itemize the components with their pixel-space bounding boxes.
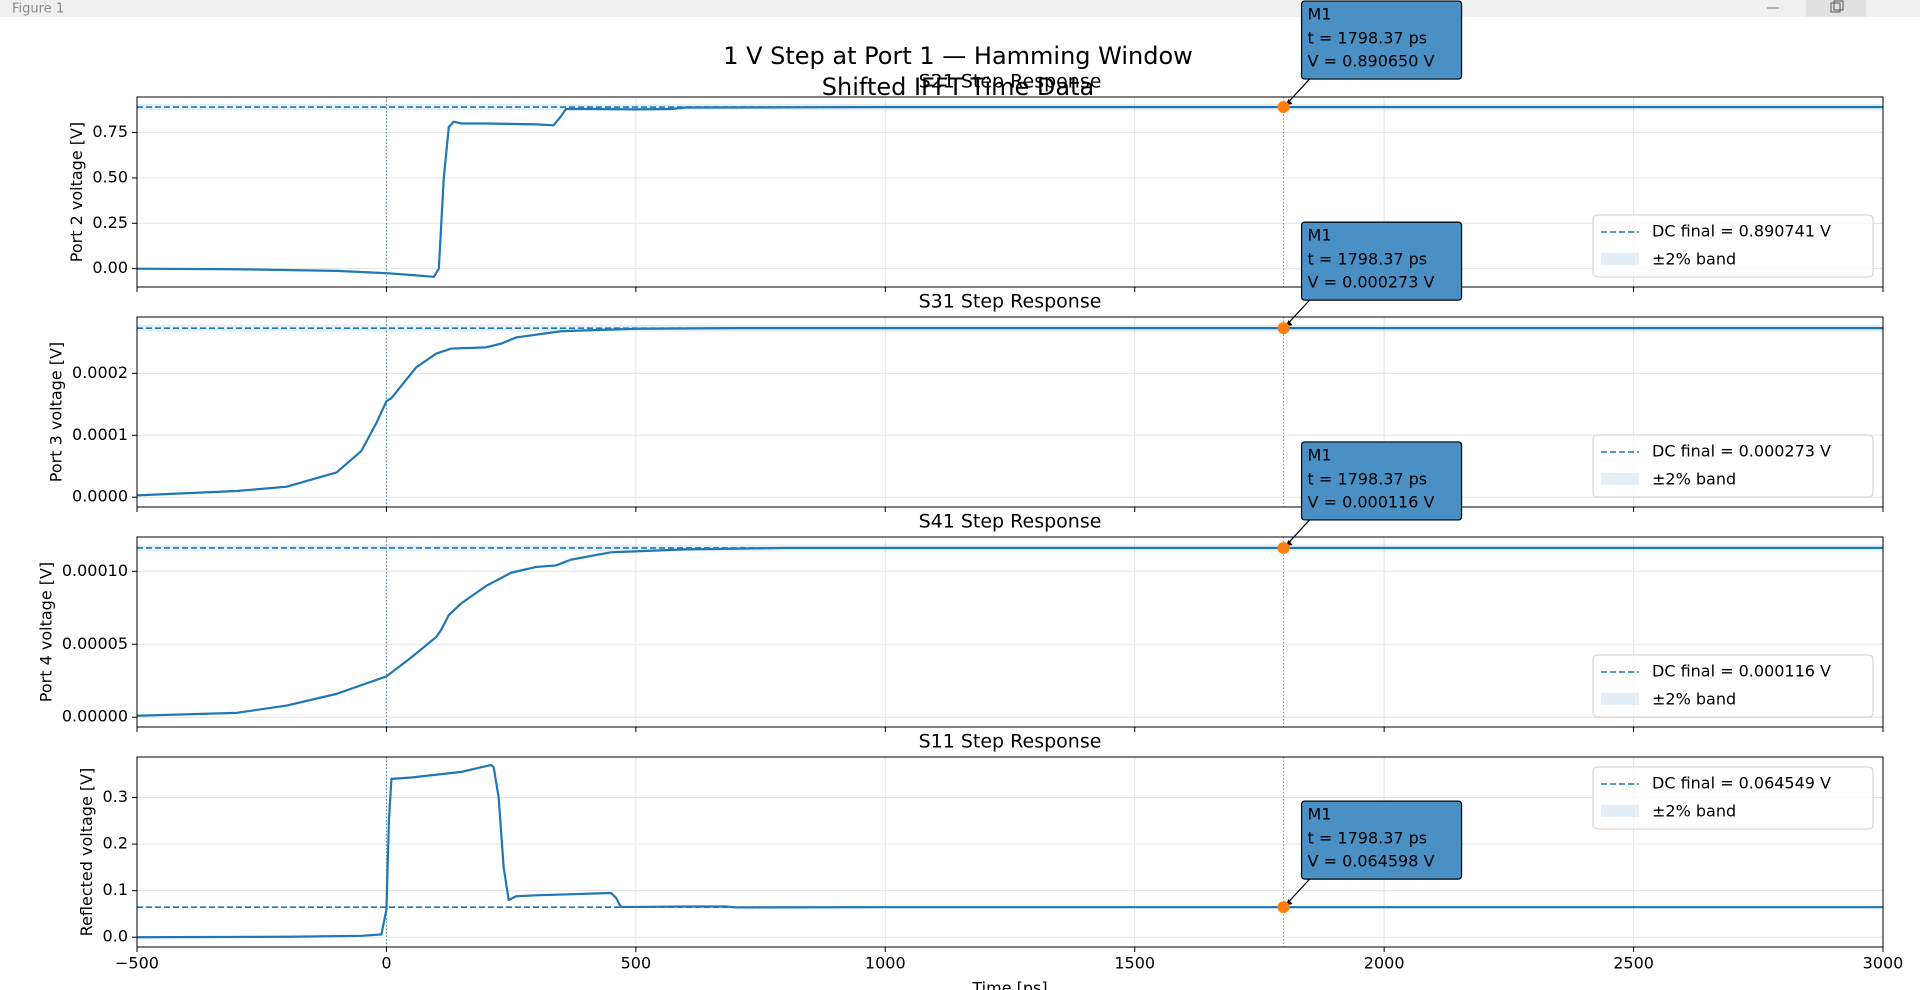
annotation-text: t = 1798.37 ps	[1308, 469, 1428, 488]
annotation-box	[1300, 441, 1463, 521]
annotation-arrow	[1286, 878, 1310, 905]
axes-title: S31 Step Response	[919, 291, 1102, 313]
axes-title: S21 Step Response	[919, 71, 1102, 93]
x-tick-label: −500	[115, 954, 159, 973]
annotation-text: M1	[1308, 445, 1332, 464]
axes-frame	[136, 96, 1884, 288]
y-tick-label: 0.1	[103, 880, 128, 899]
y-tick-label: 0.0	[103, 927, 128, 946]
annotation-text: t = 1798.37 ps	[1308, 829, 1428, 848]
legend-swatch	[1601, 253, 1639, 265]
plot-area	[137, 317, 1883, 507]
annotation-text: t = 1798.37 ps	[1308, 29, 1428, 48]
annotation-text: V = 0.000116 V	[1308, 492, 1435, 511]
axes-frame	[136, 536, 1884, 728]
x-tick-label: 0	[381, 954, 391, 973]
y-axis-label: Port 2 voltage [V]	[67, 122, 86, 262]
annotation-box	[1300, 221, 1463, 301]
x-tick-label: 2500	[1613, 954, 1654, 973]
y-tick-label: 0.00	[92, 258, 128, 277]
step-response-line	[137, 763, 1883, 939]
plot-area	[137, 757, 1883, 947]
window-title: Figure 1	[12, 2, 64, 17]
legend-label: ±2% band	[1652, 690, 1736, 709]
annotation-text: V = 0.000273 V	[1308, 273, 1435, 292]
x-axis-label: Time [ps]	[971, 979, 1047, 990]
y-tick-label: 0.75	[92, 122, 128, 141]
marker-point	[1277, 322, 1290, 335]
plot-area	[137, 97, 1883, 287]
axes-frame	[136, 756, 1884, 948]
figure-title: 1 V Step at Port 1 — Hamming Window	[723, 42, 1193, 70]
legend-label: DC final = 0.064549 V	[1652, 774, 1831, 793]
step-response-line	[137, 546, 1883, 717]
y-tick-label: 0.00005	[62, 634, 128, 653]
annotation-text: t = 1798.37 ps	[1308, 250, 1428, 269]
legend-label: ±2% band	[1652, 470, 1736, 489]
annotation-text: M1	[1308, 805, 1332, 824]
legend-label: DC final = 0.890741 V	[1652, 222, 1831, 241]
annotation-text: V = 0.064598 V	[1308, 852, 1435, 871]
legend-label: ±2% band	[1652, 802, 1736, 821]
y-axis-label: Reflected voltage [V]	[77, 768, 96, 937]
y-tick-label: 0.25	[92, 213, 128, 232]
marker-point	[1277, 101, 1290, 114]
y-tick-label: 0.0002	[72, 363, 128, 382]
legend-label: DC final = 0.000116 V	[1652, 662, 1831, 681]
plot-area	[137, 537, 1883, 727]
step-response-line	[137, 105, 1883, 278]
y-tick-label: 0.0001	[72, 425, 128, 444]
legend-label: DC final = 0.000273 V	[1652, 442, 1831, 461]
step-response-line	[137, 327, 1883, 497]
y-tick-label: 0.00000	[62, 707, 128, 726]
annotation-text: M1	[1308, 226, 1332, 245]
legend-box	[1592, 214, 1874, 278]
annotation-box	[1300, 800, 1463, 880]
y-tick-label: 0.0000	[72, 487, 128, 506]
legend-label: ±2% band	[1652, 250, 1736, 269]
x-tick-label: 1000	[865, 954, 906, 973]
annotation-box	[1300, 0, 1463, 80]
marker-point	[1277, 901, 1290, 914]
annotation-arrow	[1286, 299, 1310, 326]
restore-icon	[1833, 0, 1844, 11]
y-axis-label: Port 4 voltage [V]	[36, 562, 55, 702]
x-tick-label: 500	[621, 954, 652, 973]
restore-icon	[1830, 2, 1841, 13]
y-tick-label: 0.3	[103, 787, 128, 806]
y-tick-label: 0.50	[92, 167, 128, 186]
annotation-text: V = 0.890650 V	[1308, 52, 1435, 71]
annotation-arrow	[1286, 519, 1310, 546]
axes-title: S11 Step Response	[919, 731, 1102, 753]
legend-box	[1592, 766, 1874, 830]
axes-frame	[136, 316, 1884, 508]
legend-box	[1592, 654, 1874, 718]
y-tick-label: 0.2	[103, 834, 128, 853]
legend-box	[1592, 434, 1874, 498]
axes-title: S41 Step Response	[919, 511, 1102, 533]
y-axis-label: Port 3 voltage [V]	[47, 342, 66, 482]
title-bar	[0, 0, 1920, 17]
x-tick-label: 2000	[1364, 954, 1405, 973]
x-tick-label: 1500	[1114, 954, 1155, 973]
legend-swatch	[1601, 805, 1639, 817]
marker-point	[1277, 541, 1290, 554]
annotation-arrow	[1286, 78, 1310, 105]
x-tick-label: 3000	[1863, 954, 1904, 973]
legend-swatch	[1601, 473, 1639, 485]
restore-button[interactable]	[1806, 0, 1866, 17]
figure-subtitle: Shifted IFFT Time Data	[822, 73, 1094, 101]
y-tick-label: 0.00010	[62, 561, 128, 580]
legend-swatch	[1601, 693, 1639, 705]
annotation-text: M1	[1308, 5, 1332, 24]
